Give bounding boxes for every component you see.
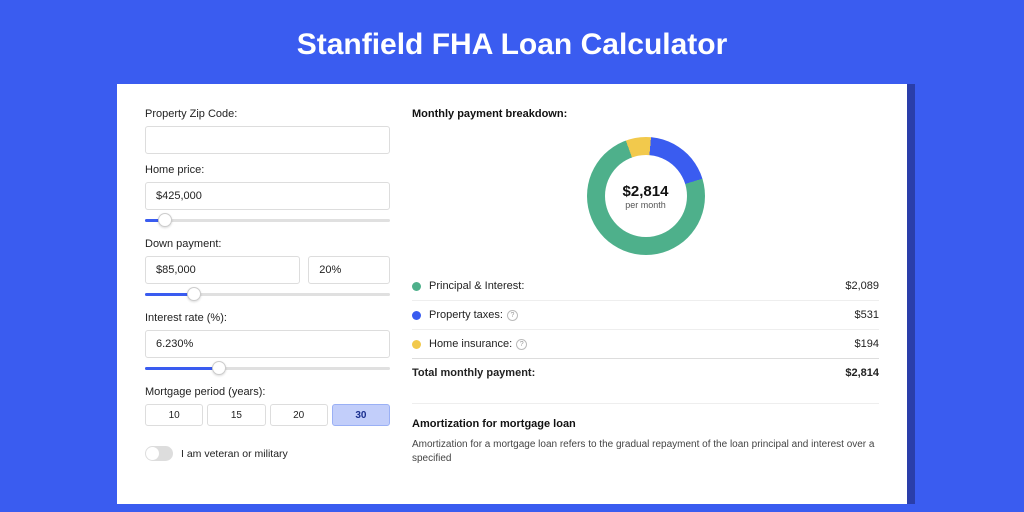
period-group: 10152030	[145, 404, 390, 426]
home-price-slider[interactable]	[145, 214, 390, 228]
period-btn-30[interactable]: 30	[332, 404, 390, 426]
taxes-label: Property taxes:?	[429, 309, 855, 321]
donut-chart: $2,814 per month	[412, 126, 879, 266]
donut-amount: $2,814	[623, 183, 669, 200]
rate-label: Interest rate (%):	[145, 312, 390, 324]
taxes-help-icon[interactable]: ?	[507, 310, 518, 321]
total-row: Total monthly payment: $2,814	[412, 358, 879, 387]
period-btn-15[interactable]: 15	[207, 404, 265, 426]
taxes-value: $531	[855, 309, 879, 321]
down-pct-input[interactable]	[308, 256, 390, 284]
insurance-value: $194	[855, 338, 879, 350]
down-payment-slider[interactable]	[145, 288, 390, 302]
calculator-card: Property Zip Code: Home price: Down paym…	[117, 84, 907, 504]
veteran-toggle[interactable]	[145, 446, 173, 461]
breakdown-title: Monthly payment breakdown:	[412, 108, 879, 120]
legend-row-insurance: Home insurance:?$194	[412, 329, 879, 358]
principal-label: Principal & Interest:	[429, 280, 845, 292]
total-value: $2,814	[845, 367, 879, 379]
amortization-section: Amortization for mortgage loan Amortizat…	[412, 403, 879, 466]
legend-row-taxes: Property taxes:?$531	[412, 300, 879, 329]
rate-slider[interactable]	[145, 362, 390, 376]
insurance-dot	[412, 340, 421, 349]
period-btn-10[interactable]: 10	[145, 404, 203, 426]
period-label: Mortgage period (years):	[145, 386, 390, 398]
veteran-label: I am veteran or military	[181, 448, 288, 460]
form-panel: Property Zip Code: Home price: Down paym…	[145, 108, 390, 480]
principal-dot	[412, 282, 421, 291]
taxes-dot	[412, 311, 421, 320]
insurance-help-icon[interactable]: ?	[516, 339, 527, 350]
zip-input[interactable]	[145, 126, 390, 154]
legend-row-principal: Principal & Interest:$2,089	[412, 272, 879, 300]
home-price-input[interactable]	[145, 182, 390, 210]
rate-input[interactable]	[145, 330, 390, 358]
page-title: Stanfield FHA Loan Calculator	[0, 0, 1024, 84]
down-amount-input[interactable]	[145, 256, 300, 284]
donut-sub: per month	[625, 200, 666, 210]
down-payment-label: Down payment:	[145, 238, 390, 250]
zip-label: Property Zip Code:	[145, 108, 390, 120]
results-panel: Monthly payment breakdown: $2,814 per mo…	[390, 108, 879, 480]
total-label: Total monthly payment:	[412, 367, 535, 379]
home-price-label: Home price:	[145, 164, 390, 176]
amortization-text: Amortization for a mortgage loan refers …	[412, 438, 879, 466]
insurance-label: Home insurance:?	[429, 338, 855, 350]
principal-value: $2,089	[845, 280, 879, 292]
amortization-title: Amortization for mortgage loan	[412, 418, 879, 430]
period-btn-20[interactable]: 20	[270, 404, 328, 426]
